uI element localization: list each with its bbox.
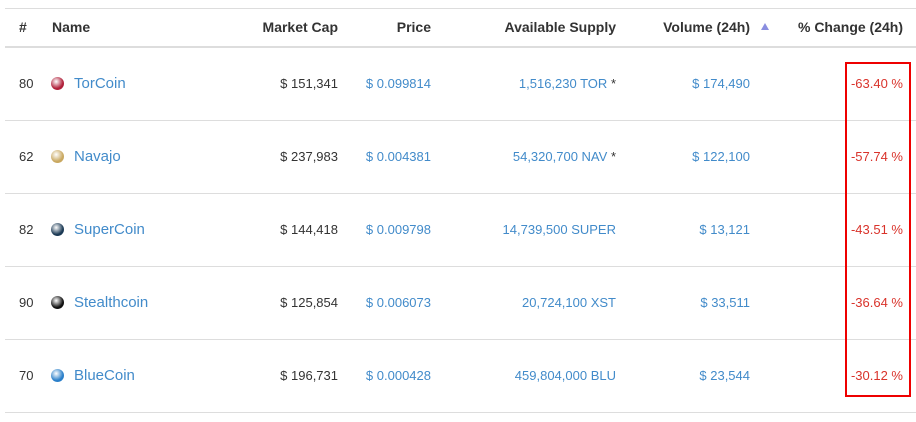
header-market-cap[interactable]: Market Cap [262, 19, 338, 35]
header-volume[interactable]: Volume (24h) [663, 19, 750, 35]
navajo-coin-icon [51, 150, 64, 163]
coin-name[interactable]: SuperCoin [74, 221, 145, 238]
coin-name-link[interactable]: BlueCoin [51, 340, 135, 412]
highlight-box [845, 62, 911, 397]
header-price[interactable]: Price [396, 19, 431, 35]
rank: 82 [19, 222, 34, 237]
market-cap: $ 125,854 [280, 295, 338, 310]
header-supply[interactable]: Available Supply [504, 19, 616, 35]
table-header: # Name Market Cap Price Available Supply… [5, 9, 916, 48]
header-change[interactable]: % Change (24h) [797, 19, 903, 35]
percent-change: -30.12 % [850, 368, 903, 383]
torcoin-onion-icon [51, 77, 64, 90]
supply-link[interactable]: 14,739,500 SUPER [502, 222, 616, 237]
supply-cell: 14,739,500 SUPER [503, 194, 616, 266]
supply-link[interactable]: 1,516,230 TOR [518, 76, 608, 91]
table-row: 62 Navajo $ 237,983 $ 0.004381 54,320,70… [5, 121, 916, 194]
rank: 70 [19, 368, 34, 383]
supply-cell: 459,804,000 BLU [515, 340, 616, 412]
coin-name-link[interactable]: TorCoin [51, 48, 126, 120]
price-link[interactable]: $ 0.009798 [365, 222, 431, 237]
volume-link[interactable]: $ 33,511 [700, 295, 750, 310]
price-link[interactable]: $ 0.006073 [365, 295, 431, 310]
coin-name[interactable]: Stealthcoin [74, 294, 149, 311]
supply-link[interactable]: 459,804,000 BLU [514, 368, 616, 383]
percent-change: -36.64 % [850, 295, 903, 310]
price-link[interactable]: $ 0.000428 [365, 368, 431, 383]
table-row: 82 SuperCoin $ 144,418 $ 0.009798 14,739… [5, 194, 916, 267]
price-link[interactable]: $ 0.099814 [365, 76, 431, 91]
rank: 80 [19, 76, 34, 91]
coin-name-link[interactable]: Navajo [51, 121, 121, 193]
supercoin-icon [51, 223, 64, 236]
coin-name-link[interactable]: Stealthcoin [51, 267, 148, 339]
market-cap: $ 237,983 [280, 149, 338, 164]
supply-cell: 20,724,100 XST [522, 267, 616, 339]
coin-name[interactable]: TorCoin [74, 75, 126, 92]
table-row: 70 BlueCoin $ 196,731 $ 0.000428 459,804… [5, 340, 916, 413]
stealthcoin-icon [51, 296, 64, 309]
volume-link[interactable]: $ 174,490 [692, 76, 750, 91]
volume-link[interactable]: $ 122,100 [692, 149, 750, 164]
price-link[interactable]: $ 0.004381 [365, 149, 431, 164]
header-rank[interactable]: # [19, 19, 27, 35]
supply-cell: 54,320,700 NAV * [513, 121, 616, 193]
header-name[interactable]: Name [52, 19, 91, 35]
bluecoin-icon [51, 369, 64, 382]
coin-name[interactable]: BlueCoin [74, 367, 135, 384]
supply-mark: * [610, 76, 616, 91]
market-cap: $ 151,341 [280, 76, 338, 91]
table-row: 80 TorCoin $ 151,341 $ 0.099814 1,516,23… [5, 48, 916, 121]
supply-link[interactable]: 54,320,700 NAV [512, 149, 608, 164]
rank: 90 [19, 295, 34, 310]
percent-change: -57.74 % [850, 149, 903, 164]
coin-table: # Name Market Cap Price Available Supply… [5, 8, 916, 413]
coin-name-link[interactable]: SuperCoin [51, 194, 145, 266]
volume-link[interactable]: $ 23,544 [699, 368, 750, 383]
supply-mark: * [610, 149, 616, 164]
percent-change: -63.40 % [850, 76, 903, 91]
supply-cell: 1,516,230 TOR * [519, 48, 616, 120]
table-row: 90 Stealthcoin $ 125,854 $ 0.006073 20,7… [5, 267, 916, 340]
market-cap: $ 144,418 [280, 222, 338, 237]
coin-name[interactable]: Navajo [74, 148, 121, 165]
volume-link[interactable]: $ 13,121 [699, 222, 750, 237]
percent-change: -43.51 % [850, 222, 903, 237]
market-cap: $ 196,731 [280, 368, 338, 383]
sort-ascending-icon[interactable] [761, 23, 769, 30]
rank: 62 [19, 149, 34, 164]
supply-link[interactable]: 20,724,100 XST [522, 295, 616, 310]
